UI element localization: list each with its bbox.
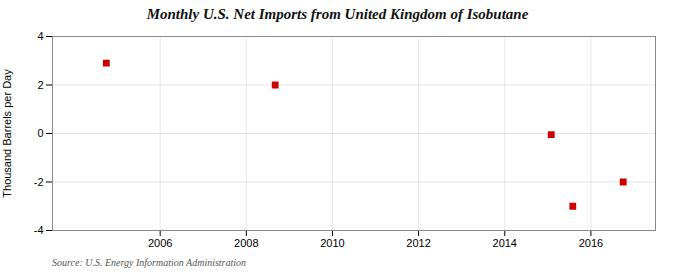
svg-text:2016: 2016 (579, 237, 603, 249)
html-text:Source: U.S. Energy Informatio: Source: U.S. Energy Information Administ… (52, 257, 247, 268)
svg-text:2010: 2010 (320, 237, 344, 249)
html-text:Monthly U.S. Net Imports from: Monthly U.S. Net Imports from United Kin… (146, 6, 529, 22)
svg-text:Thousand Barrels per Day: Thousand Barrels per Day (1, 69, 13, 198)
svg-text:4: 4 (37, 30, 43, 42)
svg-text:0: 0 (37, 127, 43, 139)
svg-text:-4: -4 (34, 224, 44, 236)
svg-text:2008: 2008 (234, 237, 258, 249)
svg-text:2006: 2006 (148, 237, 172, 249)
svg-text:2: 2 (37, 79, 43, 91)
svg-text:-2: -2 (34, 176, 44, 188)
svg-text:2014: 2014 (493, 237, 517, 249)
svg-text:2012: 2012 (406, 237, 430, 249)
